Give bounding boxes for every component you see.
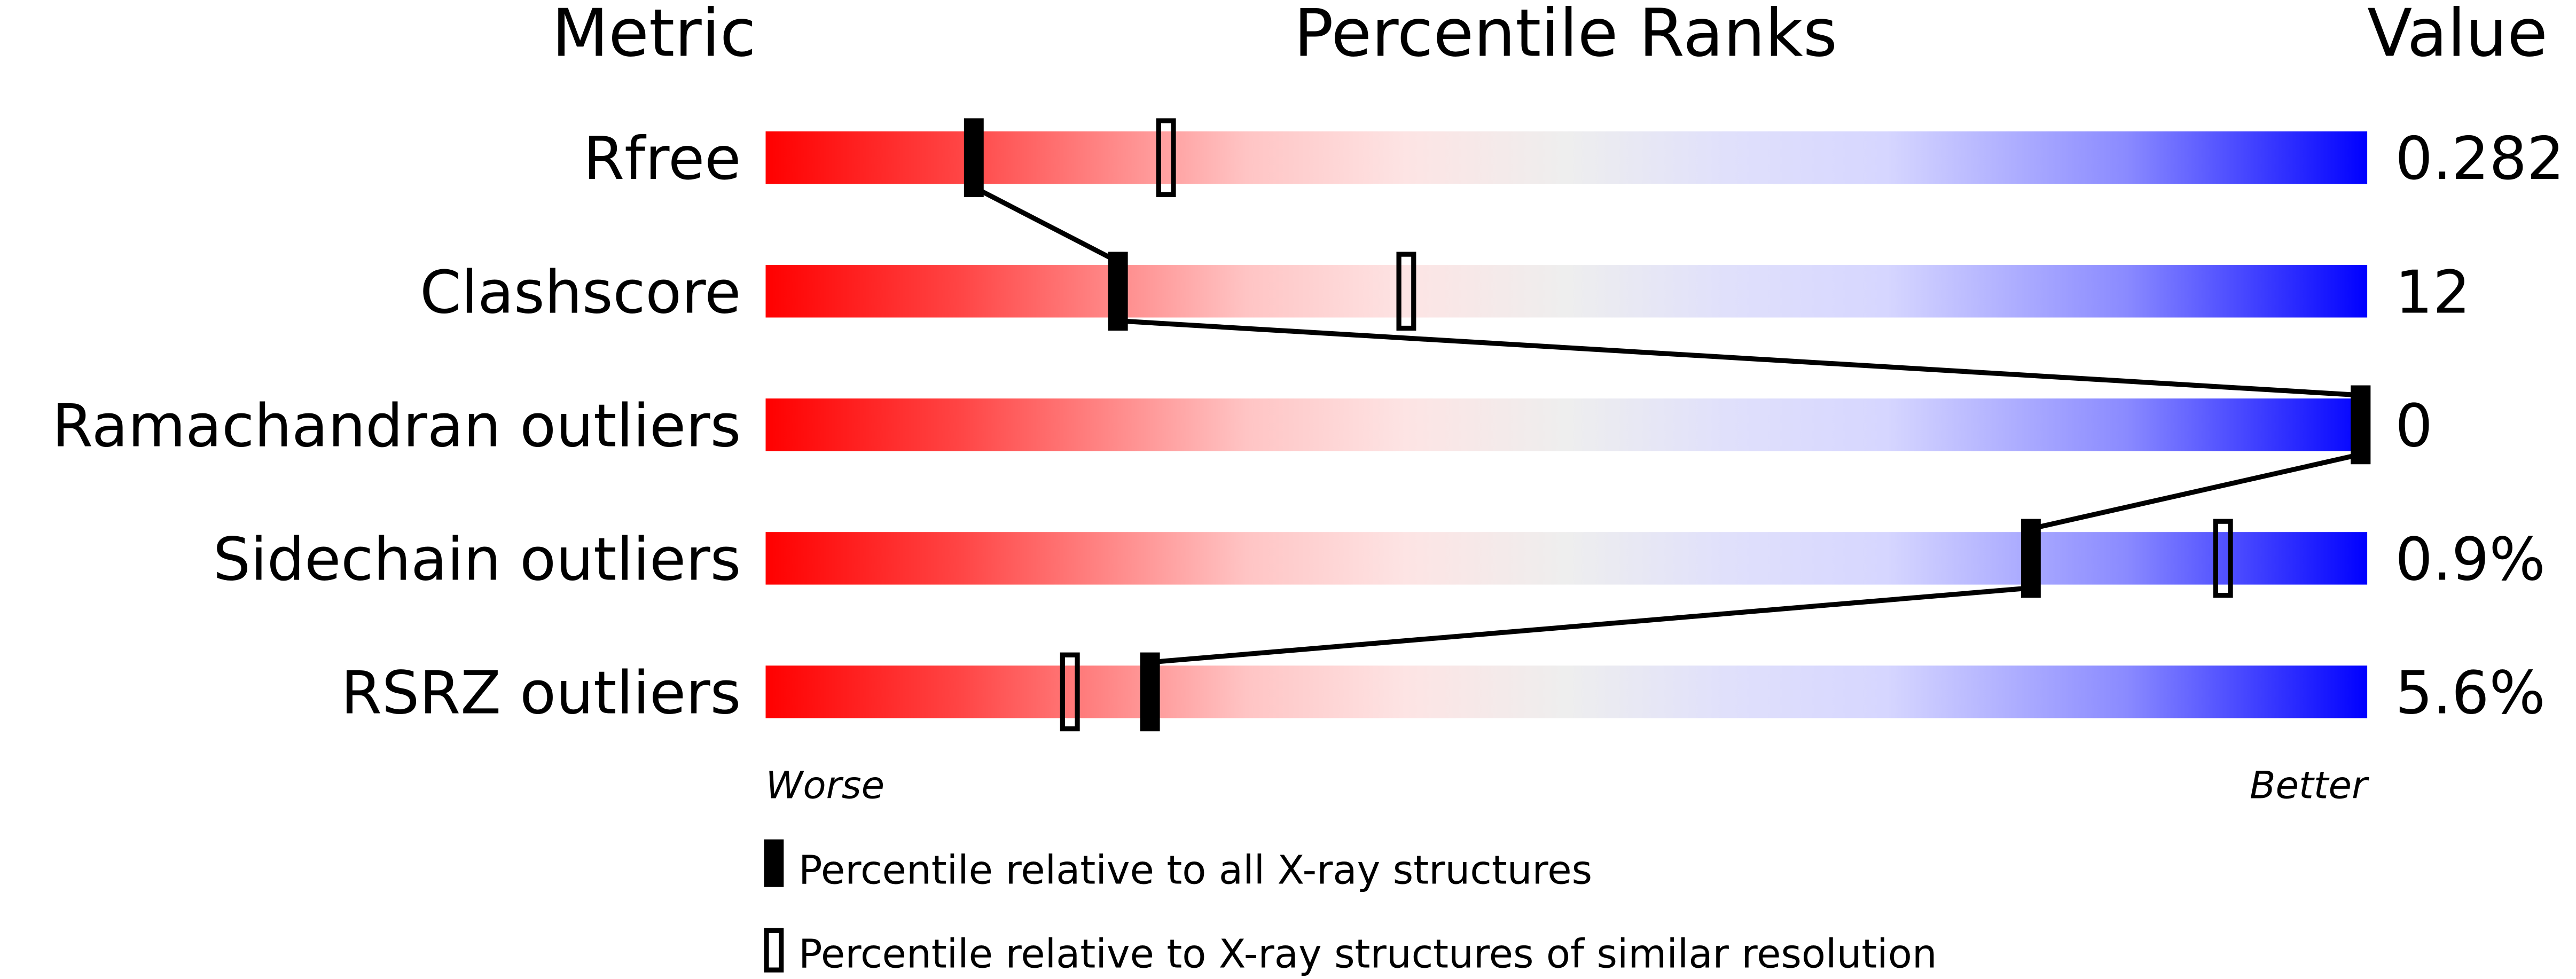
percentile-bar bbox=[765, 265, 2368, 318]
axis-better-label: Better bbox=[2250, 763, 2369, 808]
percentile-bar bbox=[765, 532, 2368, 585]
metric-label: Rfree bbox=[583, 124, 741, 193]
percentile-bar bbox=[765, 665, 2368, 718]
similar-resolution-marker bbox=[1156, 118, 1176, 198]
metric-value: 0.9% bbox=[2395, 525, 2545, 594]
header-value: Value bbox=[2367, 0, 2548, 72]
metric-label: Ramachandran outliers bbox=[52, 391, 741, 460]
metric-label: Clashscore bbox=[420, 258, 741, 327]
connector-line bbox=[2030, 452, 2361, 531]
similar-resolution-marker bbox=[2213, 519, 2233, 598]
percentile-bar bbox=[765, 131, 2368, 184]
connector-line bbox=[973, 185, 1119, 264]
connector-line bbox=[1117, 318, 2361, 398]
percentile-bar bbox=[765, 398, 2368, 451]
all-structures-marker bbox=[2351, 385, 2371, 465]
metric-value: 12 bbox=[2395, 258, 2470, 327]
legend-similar-label: Percentile relative to X-ray structures … bbox=[798, 931, 1937, 977]
header-percentile-ranks: Percentile Ranks bbox=[1294, 0, 1837, 72]
metric-value: 5.6% bbox=[2395, 659, 2545, 727]
legend-filled-marker bbox=[764, 839, 784, 887]
axis-worse-label: Worse bbox=[765, 763, 884, 808]
metric-label: RSRZ outliers bbox=[341, 659, 741, 727]
similar-resolution-marker bbox=[1396, 252, 1416, 331]
all-structures-marker bbox=[1108, 252, 1128, 331]
legend-open-marker bbox=[764, 928, 784, 973]
metric-label: Sidechain outliers bbox=[213, 525, 741, 594]
similar-resolution-marker bbox=[1060, 652, 1080, 732]
metric-value: 0 bbox=[2395, 391, 2432, 460]
connector-line bbox=[1149, 585, 2031, 665]
metric-value: 0.282 bbox=[2395, 124, 2564, 193]
legend-all-label: Percentile relative to all X-ray structu… bbox=[798, 848, 1592, 894]
all-structures-marker bbox=[2021, 519, 2041, 598]
header-metric: Metric bbox=[552, 0, 756, 72]
all-structures-marker bbox=[1140, 652, 1160, 732]
all-structures-marker bbox=[964, 118, 984, 198]
